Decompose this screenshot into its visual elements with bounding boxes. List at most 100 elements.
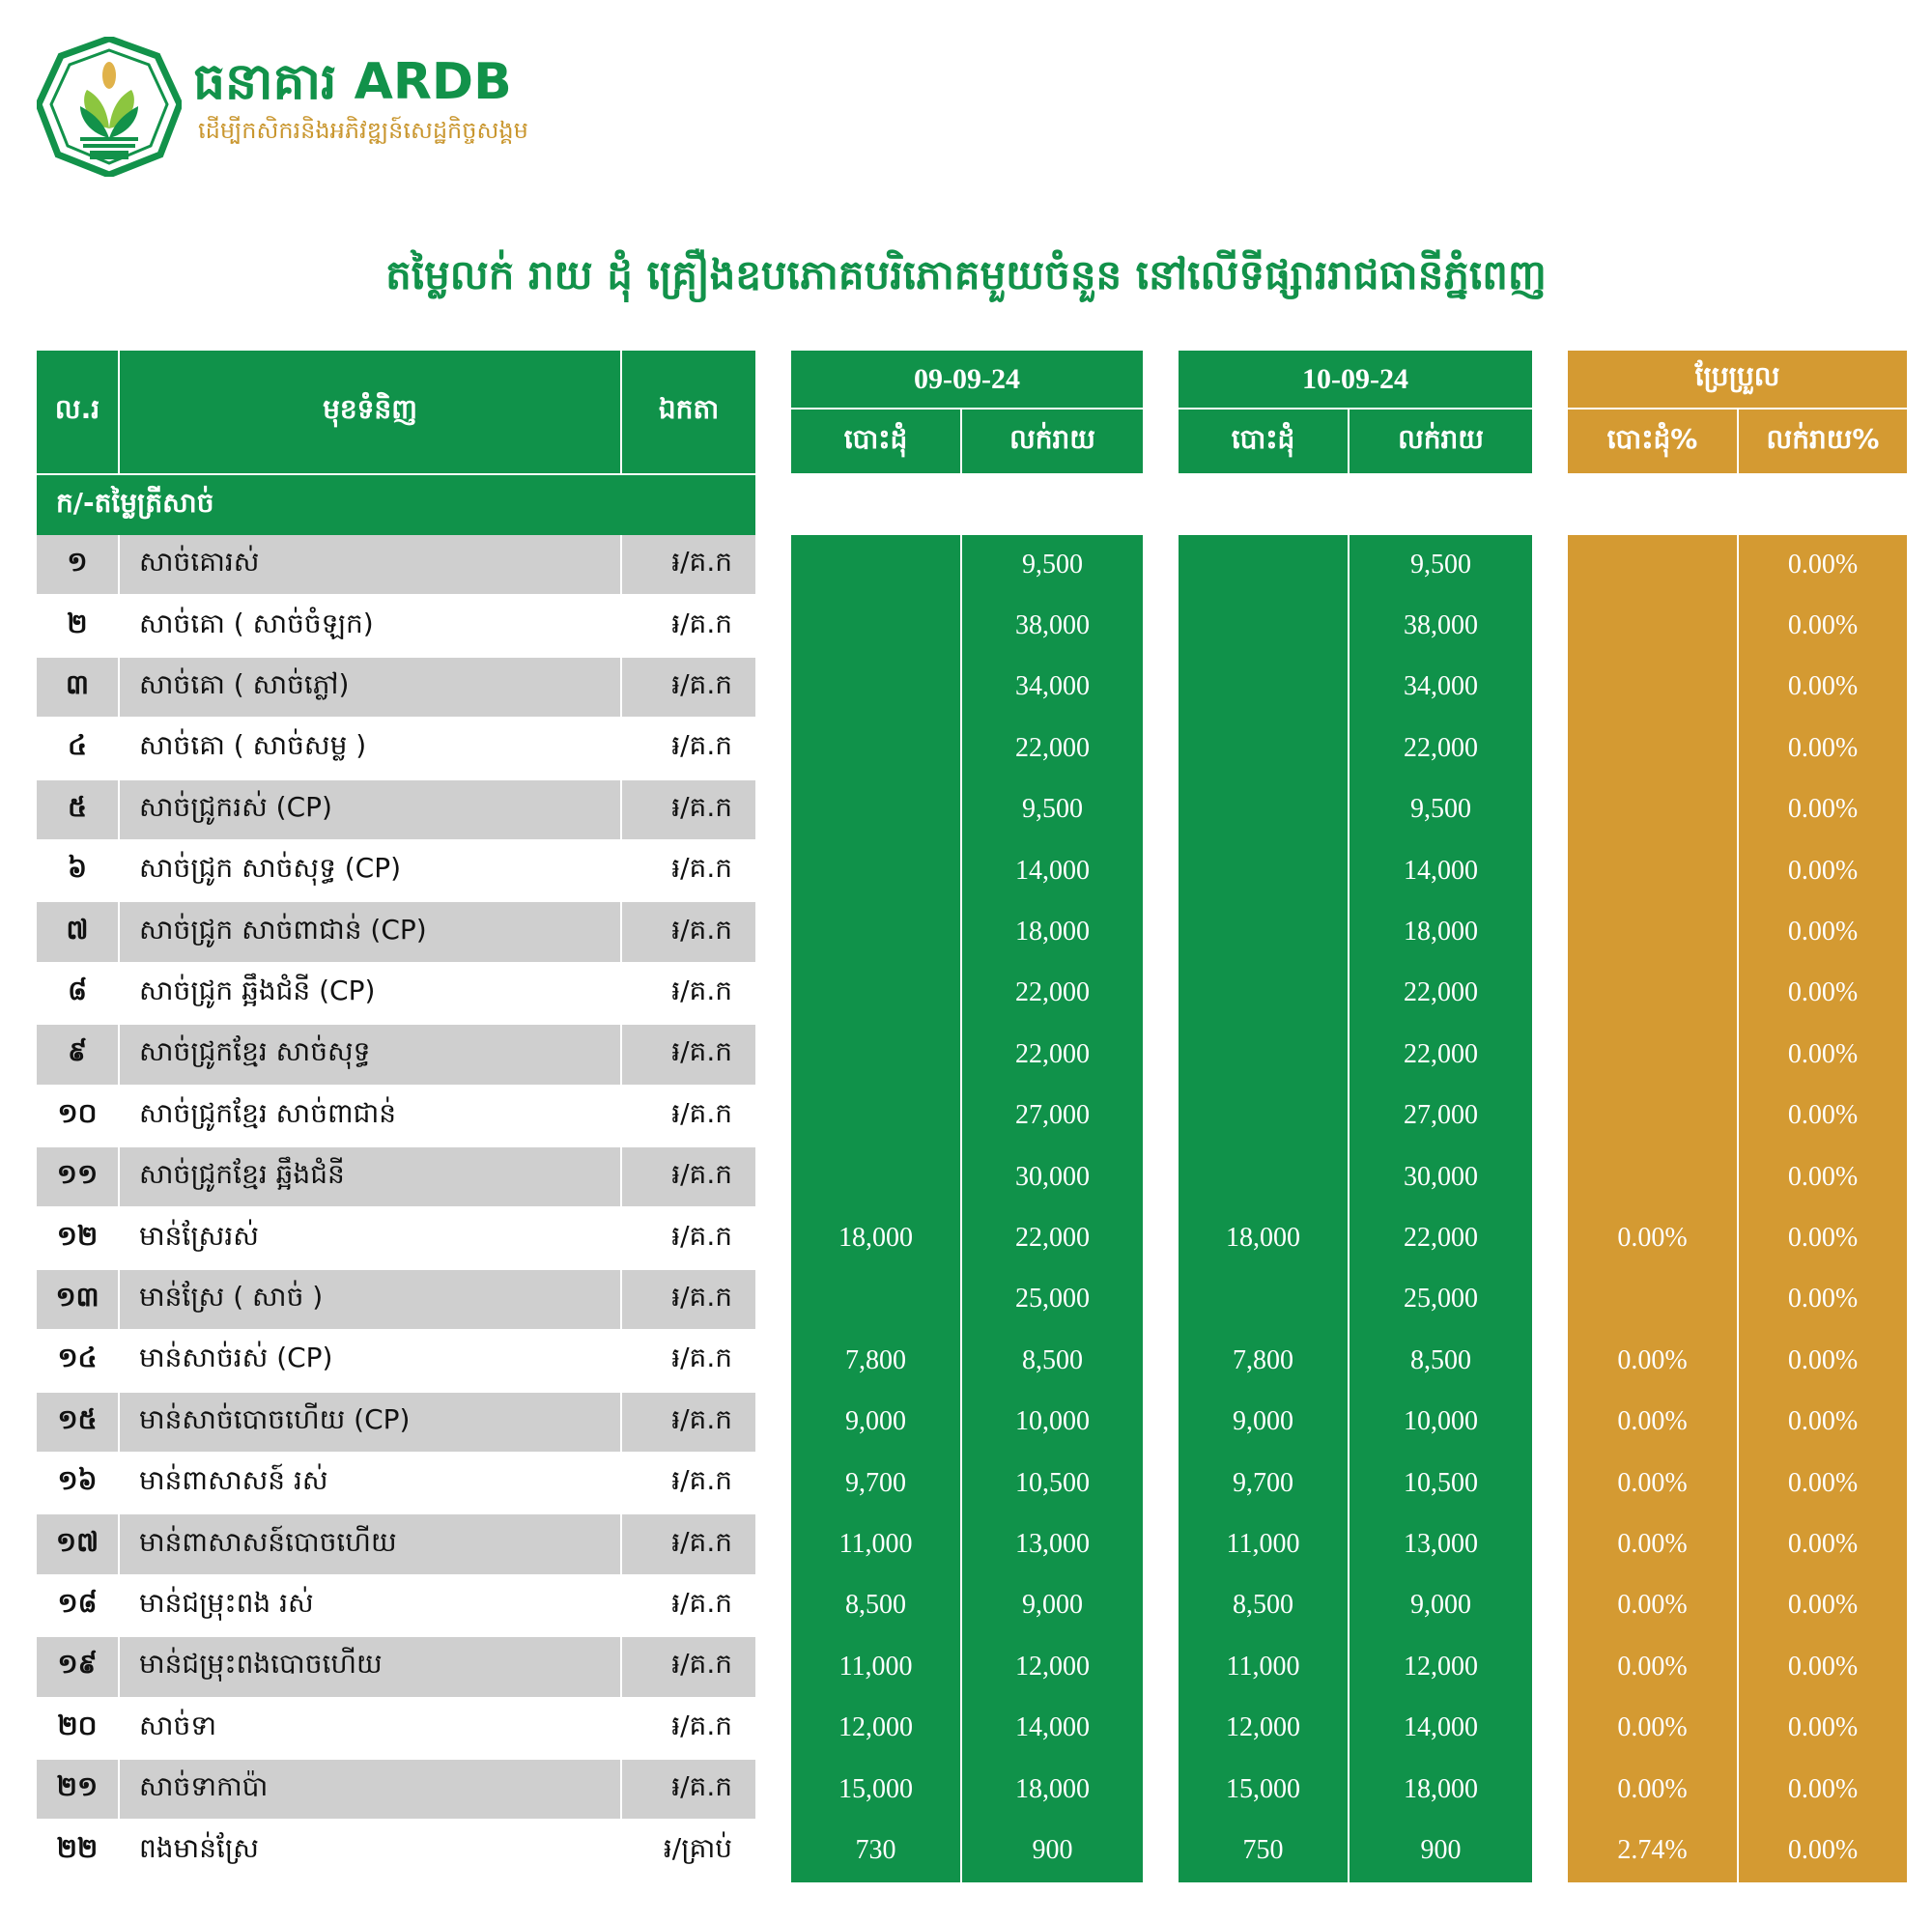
row-value-r1: 12,000 — [1015, 1651, 1090, 1682]
row-value-r2: 13,000 — [1404, 1529, 1478, 1560]
row-number: ៣ — [37, 657, 118, 718]
row-value-rp: 0.00% — [1787, 977, 1859, 1008]
row-item-name: មាន់ស្រែ ( សាច់ ) — [120, 1269, 620, 1330]
page-title: តម្លៃលក់ រាយ ដុំ គ្រឿងឧបភោគបរិភោគមួយចំនួ… — [385, 251, 1547, 298]
row-value-wp: 0.00% — [1617, 1467, 1688, 1498]
row-value-wp — [1568, 1147, 1737, 1206]
row-number: ២២ — [56, 1831, 99, 1864]
header-item: មុខទំនិញ — [120, 351, 620, 473]
row-item-name: សាច់ជ្រូក ឆ្អឹងជំនី (CP) — [139, 974, 376, 1006]
row-value-w2 — [1179, 596, 1348, 655]
row-number: ២០ — [57, 1709, 98, 1741]
row-unit: ៛/គ.ក — [622, 657, 755, 718]
row-value-w2 — [1179, 1087, 1348, 1145]
row-value-rp: 0.00% — [1787, 732, 1859, 763]
ardb-logo — [35, 35, 184, 179]
row-value-rp: 0.00% — [1787, 610, 1859, 641]
row-unit: ៛/គ.ក — [622, 1392, 755, 1452]
row-value-r2: 22,000 — [1404, 1038, 1478, 1069]
row-value-r1: 25,000 — [1015, 1284, 1090, 1314]
row-value-w1: 7,800 — [845, 1344, 906, 1375]
row-value-w2: 12,000 — [1226, 1712, 1300, 1743]
row-value-w2: 9,000 — [1233, 1406, 1293, 1437]
row-number: ៦ — [68, 852, 87, 885]
row-number: ៨ — [68, 974, 87, 1006]
subheader-wholesale-3: បោះដុំ% — [1568, 410, 1737, 473]
row-item-name: សាច់ជ្រូកខ្មែរ ឆ្អឹងជំនី — [120, 1147, 620, 1207]
row-number: ១៥ — [37, 1392, 118, 1452]
row-value-r1: 30,000 — [1015, 1161, 1090, 1192]
brand-tagline: ដើម្បីកសិករនិងអភិវឌ្ឍន៍សេដ្ឋកិច្ចសង្គម — [198, 117, 528, 144]
row-value-w1: 9,700 — [845, 1467, 906, 1498]
row-number: ១០ — [57, 1096, 98, 1129]
row-value-r2: 18,000 — [1404, 1773, 1478, 1804]
section-header: ក/-តម្លៃត្រីសាច់ — [37, 475, 755, 535]
row-value-wp: 0.00% — [1617, 1712, 1688, 1743]
row-value-w2: 18,000 — [1226, 1223, 1300, 1254]
row-value-w2 — [1179, 719, 1348, 777]
row-value-r2: 18,000 — [1404, 917, 1478, 947]
row-value-rp: 0.00% — [1787, 1773, 1859, 1804]
row-value-w2: 7,800 — [1233, 1344, 1293, 1375]
row-value-wp: 0.00% — [1617, 1590, 1688, 1621]
row-item-name: មាន់ពាសាសន៍បោចហើយ — [120, 1514, 620, 1574]
row-number: ១៤ — [57, 1342, 98, 1374]
column-bg-wholesale-1 — [791, 535, 960, 1882]
row-value-w2 — [1179, 658, 1348, 717]
row-item-name: មាន់ពាសាសន៍ រស់ — [139, 1464, 328, 1497]
row-value-w1 — [791, 596, 960, 655]
row-unit: ៛/គ.ក — [622, 1637, 755, 1697]
row-value-rp: 0.00% — [1787, 1651, 1859, 1682]
row-number: ១៨ — [57, 1586, 98, 1619]
row-value-wp — [1568, 1025, 1737, 1084]
group-header-2: 10-09-24 — [1179, 351, 1532, 408]
row-value-r2: 9,000 — [1410, 1590, 1471, 1621]
row-number: ១ — [37, 535, 118, 595]
row-value-r2: 10,000 — [1404, 1406, 1478, 1437]
row-value-r1: 27,000 — [1015, 1100, 1090, 1131]
subheader-wholesale-2: បោះដុំ — [1179, 410, 1348, 473]
row-item-name: មាន់សាច់រស់ (CP) — [139, 1342, 333, 1374]
row-value-r1: 10,000 — [1015, 1406, 1090, 1437]
row-value-r1: 22,000 — [1015, 977, 1090, 1008]
row-value-w2: 15,000 — [1226, 1773, 1300, 1804]
row-value-r1: 38,000 — [1015, 610, 1090, 641]
row-value-r1: 14,000 — [1015, 855, 1090, 886]
row-value-w2 — [1179, 780, 1348, 839]
row-value-w1 — [791, 841, 960, 900]
row-value-r2: 900 — [1420, 1835, 1462, 1866]
row-number: ១៦ — [57, 1464, 98, 1497]
row-value-w1: 12,000 — [838, 1712, 913, 1743]
row-value-r2: 9,500 — [1410, 794, 1471, 825]
row-value-r1: 9,000 — [1022, 1590, 1083, 1621]
row-value-wp — [1568, 964, 1737, 1023]
column-bg-retail-1 — [962, 535, 1143, 1882]
row-value-w1 — [791, 902, 960, 961]
row-value-r2: 22,000 — [1404, 732, 1478, 763]
row-value-r1: 13,000 — [1015, 1529, 1090, 1560]
group-header-3: ប្រែប្រួល — [1568, 351, 1907, 408]
column-bg-wholesale-3 — [1568, 535, 1737, 1882]
row-number: ១១ — [37, 1147, 118, 1207]
row-value-wp: 0.00% — [1617, 1773, 1688, 1804]
row-value-w1: 730 — [855, 1835, 896, 1866]
row-item-name: សាច់ជ្រូកខ្មែរ សាច់ពាជាន់ — [139, 1096, 397, 1129]
row-value-rp: 0.00% — [1787, 1100, 1859, 1131]
row-unit: ៛/គ.ក — [622, 779, 755, 839]
row-value-w2: 8,500 — [1233, 1590, 1293, 1621]
row-unit: ៛/គ.ក — [671, 974, 732, 1006]
row-value-w2: 9,700 — [1233, 1467, 1293, 1498]
row-value-w1: 8,500 — [845, 1590, 906, 1621]
row-value-r1: 34,000 — [1015, 671, 1090, 702]
row-unit: ៛/គ.ក — [622, 902, 755, 962]
row-value-w1 — [791, 964, 960, 1023]
row-value-rp: 0.00% — [1787, 1529, 1859, 1560]
row-number: ៥ — [37, 779, 118, 839]
subheader-wholesale-1: បោះដុំ — [791, 410, 960, 473]
row-value-wp: 0.00% — [1617, 1344, 1688, 1375]
row-value-r2: 8,500 — [1410, 1344, 1471, 1375]
row-value-w2 — [1179, 1025, 1348, 1084]
row-unit: ៛/គ.ក — [622, 535, 755, 595]
row-value-r2: 22,000 — [1404, 1223, 1478, 1254]
row-item-name: សាច់ជ្រូក សាច់ពាជាន់ (CP) — [120, 902, 620, 962]
